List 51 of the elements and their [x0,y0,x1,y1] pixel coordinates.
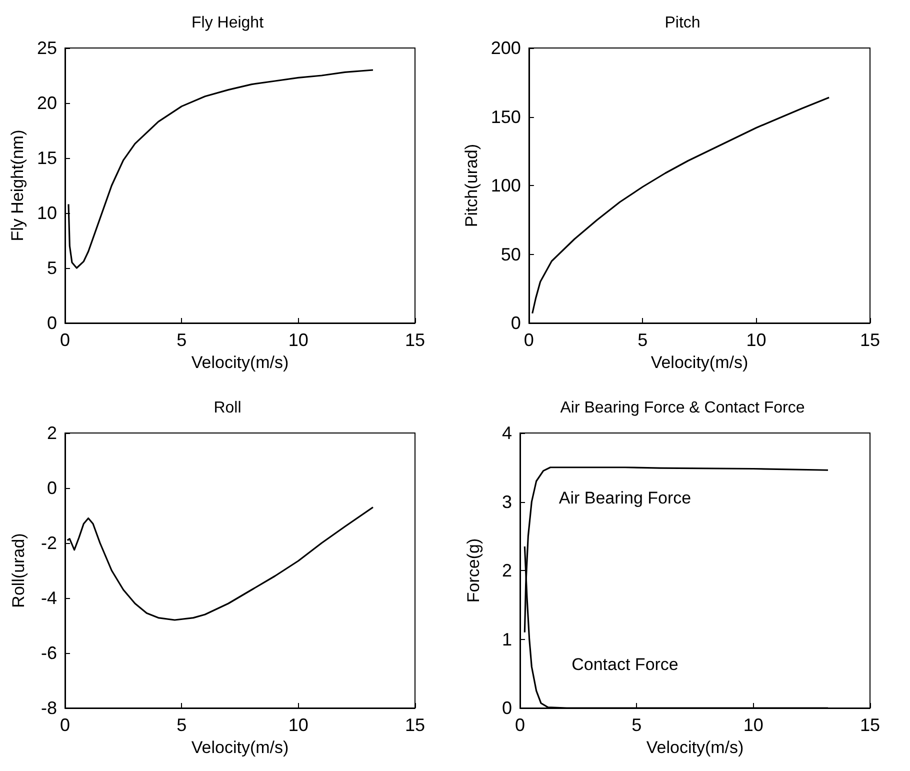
y-tick-label: 200 [490,38,521,58]
y-tick-label: 4 [502,423,512,443]
y-tick-label: 50 [500,244,521,264]
y-tick-label: -6 [40,643,57,663]
chart-title: Roll [214,400,242,416]
y-tick-label: 5 [46,258,57,278]
y-axis-title: Force(g) [464,538,483,603]
y-tick-label: 3 [502,492,512,512]
x-tick-label: 0 [524,330,534,350]
y-axis-title: Fly Height(nm) [8,130,28,242]
chart-title: Pitch [664,14,700,32]
x-tick-label: 5 [176,715,187,735]
x-axis-title: Velocity(m/s) [646,738,744,757]
y-tick-label: 0 [510,313,521,333]
x-tick-label: 10 [288,715,308,735]
chart-title: Fly Height [191,14,264,32]
x-tick-label: 15 [404,715,426,735]
y-tick-label: 150 [490,106,521,127]
y-tick-label: 2 [46,423,57,443]
x-tick-label: 5 [176,330,187,350]
y-tick-label: 15 [36,148,57,168]
series-label: Contact Force [572,655,678,674]
x-axis-title: Velocity(m/s) [191,352,289,372]
x-tick-label: 15 [404,330,426,350]
y-tick-label: 20 [36,93,57,113]
chart-title: Air Bearing Force & Contact Force [560,400,805,416]
y-tick-label: -4 [40,588,57,608]
y-tick-label: -8 [40,698,57,718]
x-axis-title: Velocity(m/s) [650,352,748,372]
y-axis-title: Pitch(urad) [462,144,481,228]
x-tick-label: 5 [638,330,648,350]
x-tick-label: 10 [288,330,308,350]
x-tick-label: 10 [743,715,764,735]
x-axis-title: Velocity(m/s) [191,738,289,757]
x-tick-label: 10 [746,330,766,350]
y-tick-label: -2 [40,533,57,553]
y-tick-label: 10 [36,203,57,223]
y-axis-title: Roll(urad) [9,533,28,608]
x-tick-label: 15 [860,330,880,350]
y-tick-label: 25 [36,38,57,58]
y-tick-label: 2 [502,560,512,580]
x-tick-label: 15 [860,715,880,735]
y-tick-label: 0 [46,313,57,333]
x-tick-label: 0 [60,330,70,350]
x-tick-label: 0 [60,715,70,735]
y-tick-label: 0 [502,698,512,718]
series-label: Air Bearing Force [558,488,692,508]
y-tick-label: 1 [502,629,512,650]
y-tick-label: 100 [490,176,521,196]
y-tick-label: 0 [46,478,57,498]
x-tick-label: 5 [632,715,642,735]
